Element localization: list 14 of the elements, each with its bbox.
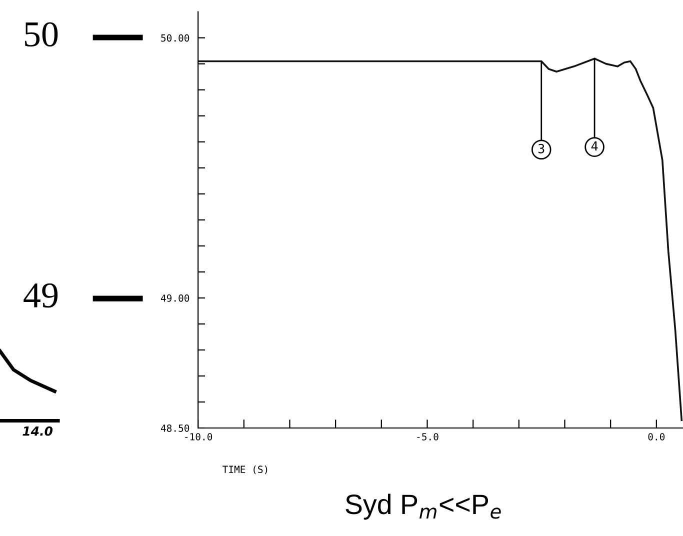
y-tick-label: 50.00 — [161, 34, 190, 42]
line-series — [198, 58, 683, 422]
text: 50 — [25, 22, 58, 47]
y-tick-label: 48.50 — [160, 424, 190, 432]
text: 14.0 — [22, 426, 53, 436]
y-tick-label: 49.00 — [160, 294, 190, 302]
annotation: 3 — [538, 144, 544, 154]
x-tick-label: -5.0 — [417, 433, 438, 440]
x-axis-title: TIME (S) — [222, 466, 268, 474]
annotation: 4 — [591, 141, 598, 151]
text: 49 — [24, 283, 58, 308]
text: Syd P$_{m}$<<P$_{e}$ — [346, 494, 501, 520]
x-tick-label: 0.0 — [648, 433, 665, 440]
x-tick-label: -10.0 — [185, 433, 212, 440]
